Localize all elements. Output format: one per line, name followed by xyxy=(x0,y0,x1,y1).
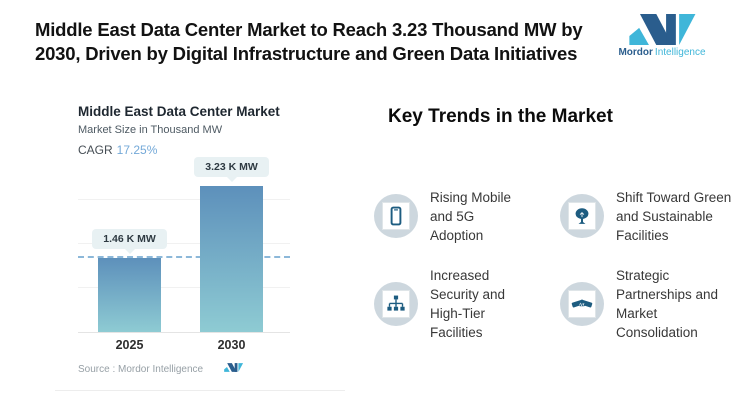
mobile-phone-icon xyxy=(374,194,418,238)
chart-subtitle: Market Size in Thousand MW xyxy=(78,124,223,136)
trend-item-security-tier: Increased Security and High-Tier Facilit… xyxy=(374,260,560,348)
mordor-intelligence-mini-logo-icon xyxy=(224,363,244,372)
trend-label: Rising Mobile and 5G Adoption xyxy=(430,189,512,243)
gridline xyxy=(78,199,290,200)
icon-tile xyxy=(568,290,596,318)
handshake-icon xyxy=(560,282,604,326)
x-tick-2025: 2025 xyxy=(115,338,144,352)
cagr-label: CAGR xyxy=(78,143,113,157)
tree-icon xyxy=(560,194,604,238)
market-chart-card: Middle East Data Center Market Market Si… xyxy=(55,95,345,391)
mordor-intelligence-logo-icon xyxy=(629,14,696,45)
hierarchy-icon xyxy=(374,282,418,326)
trend-item-mobile-5g: Rising Mobile and 5G Adoption xyxy=(374,172,560,260)
brand-name-secondary: Intelligence xyxy=(654,47,706,58)
cagr-row: CAGR 17.25% xyxy=(78,143,157,157)
trends-grid: Rising Mobile and 5G Adoption Shift Towa… xyxy=(374,172,736,348)
bar-group-2025: 1.46 K MW xyxy=(92,157,167,332)
reference-line xyxy=(78,256,290,258)
trends-heading: Key Trends in the Market xyxy=(388,106,613,127)
bar-2025 xyxy=(98,258,161,332)
bar-group-2030: 3.23 K MW xyxy=(194,157,269,332)
bar-2030 xyxy=(200,186,263,332)
gridline xyxy=(78,287,290,288)
bar-value-label: 3.23 K MW xyxy=(194,157,269,177)
page-title: Middle East Data Center Market to Reach … xyxy=(35,18,615,66)
page-title-line-1: Middle East Data Center Market to Reach … xyxy=(35,19,583,40)
gridline xyxy=(78,243,290,244)
x-tick-2030: 2030 xyxy=(217,338,246,352)
brand-name-primary: Mordor xyxy=(618,47,653,58)
cagr-value: 17.25% xyxy=(116,143,158,157)
source-note: Source : Mordor Intelligence xyxy=(78,364,204,375)
brand-name: Mordor Intelligence xyxy=(618,47,706,58)
trend-label: Shift Toward Green and Sustainable Facil… xyxy=(616,189,732,243)
x-axis: 2025 2030 xyxy=(78,338,290,354)
icon-tile xyxy=(568,202,596,230)
chart-title: Middle East Data Center Market xyxy=(78,104,280,119)
trend-label: Increased Security and High-Tier Facilit… xyxy=(430,268,506,340)
bar-value-label: 1.46 K MW xyxy=(92,229,167,249)
trend-item-partnerships: Strategic Partnerships and Market Consol… xyxy=(560,260,736,348)
chart-plot: 1.46 K MW 3.23 K MW xyxy=(78,157,290,333)
page-title-line-2: 2030, Driven by Digital Infrastructure a… xyxy=(35,43,578,64)
trend-label: Strategic Partnerships and Market Consol… xyxy=(616,268,719,340)
icon-tile xyxy=(382,202,410,230)
icon-tile xyxy=(382,290,410,318)
trend-item-green-facilities: Shift Toward Green and Sustainable Facil… xyxy=(560,172,736,260)
brand-logo: Mordor Intelligence xyxy=(618,14,706,58)
